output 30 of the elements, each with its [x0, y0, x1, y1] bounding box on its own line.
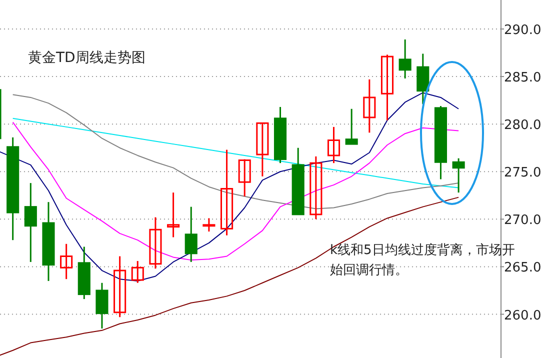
candlestick: [220, 149, 234, 236]
candlestick: [416, 52, 430, 105]
candlestick: [114, 256, 126, 318]
candlestick: [149, 216, 162, 270]
y-tick-label: 275.0: [504, 166, 542, 181]
y-tick-label: 280.0: [504, 118, 542, 134]
candlestick: [452, 158, 465, 194]
candlestick: [24, 182, 37, 263]
y-tick-label: 270.0: [504, 213, 542, 228]
candlestick: [167, 192, 180, 238]
candlestick: [131, 260, 144, 284]
candlestick: [345, 108, 358, 145]
candlestick: [96, 282, 108, 330]
text: 黄金TD周线走势图: [28, 50, 146, 66]
candlestick: [363, 78, 376, 134]
line-series: [12, 94, 460, 210]
candlestick: [60, 243, 73, 280]
y-tick-label: 260.0: [504, 308, 542, 324]
candlestick: [238, 158, 251, 198]
candlestick: [256, 122, 269, 178]
y-tick-label: 290.0: [504, 23, 542, 38]
candlestick: [380, 54, 394, 122]
y-tick-label: 285.0: [504, 70, 542, 86]
candlestick: [327, 126, 340, 164]
candlestick: [310, 156, 322, 220]
y-tick-label: 265.0: [504, 260, 542, 276]
line-series: [12, 118, 460, 188]
candlestick: [184, 206, 198, 263]
candlestick: [398, 38, 412, 80]
candlestick: [202, 217, 216, 232]
